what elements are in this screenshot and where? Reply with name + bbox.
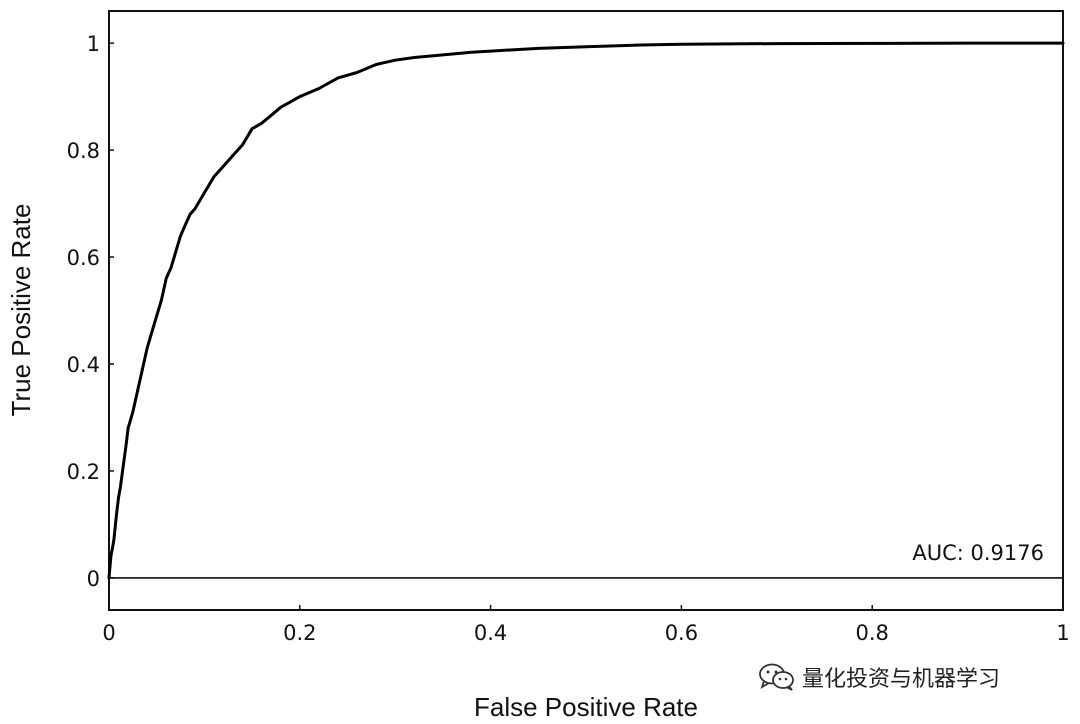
y-tick-label: 0.6 (67, 246, 100, 270)
wechat-icon (759, 663, 794, 691)
x-tick-label: 0.6 (665, 621, 698, 645)
x-tick-label: 0.8 (855, 621, 888, 645)
plot-frame (108, 10, 1064, 611)
y-axis-title: True Positive Rate (6, 204, 36, 417)
x-tick-label: 1 (1056, 621, 1069, 645)
y-tick-label: 0.4 (67, 353, 100, 377)
x-tick-label: 0 (102, 621, 115, 645)
roc-curve (107, 41, 1065, 580)
axes-layer (108, 10, 1064, 611)
y-tick-label: 0.2 (67, 460, 100, 484)
y-tick-label: 1 (87, 32, 100, 56)
ticks-layer: 0 0.2 0.4 0.6 0.8 1 0 0.2 0.4 0.6 0.8 1 (67, 32, 1070, 645)
watermark-text: 量化投资与机器学习 (802, 667, 1001, 692)
x-tick-label: 0.4 (474, 621, 507, 645)
watermark: 量化投资与机器学习 (758, 662, 1000, 692)
auc-annotation: AUC: 0.9176 (912, 541, 1044, 565)
series-layer (107, 41, 1065, 580)
x-tick-label: 0.2 (283, 621, 316, 645)
y-tick-label: 0.8 (67, 139, 100, 163)
x-axis-title: False Positive Rate (474, 692, 698, 722)
y-tick-label: 0 (87, 567, 100, 591)
